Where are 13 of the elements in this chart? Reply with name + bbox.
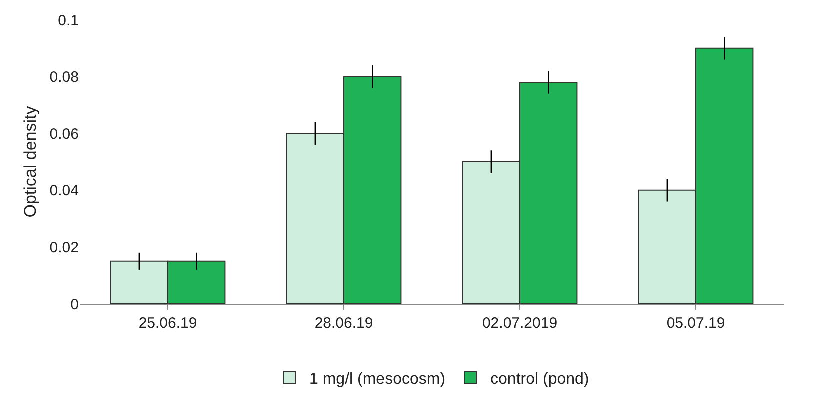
y-tick-label: 0.04: [50, 182, 79, 200]
x-tick-label: 05.07.19: [666, 315, 726, 332]
y-tick-label: 0: [70, 296, 79, 314]
y-tick-label: 0.06: [50, 126, 79, 143]
y-tick-label: 0.1: [58, 12, 79, 30]
x-tick-label: 25.06.19: [138, 315, 198, 332]
x-tick-label: 28.06.19: [314, 315, 374, 332]
y-axis-title: Optical density: [21, 106, 40, 218]
y-tick-label: 0.08: [50, 69, 79, 86]
x-tick-label: 02.07.2019: [482, 315, 558, 332]
y-tick-label: 0.02: [50, 239, 79, 256]
legend-label: control (pond): [490, 370, 590, 388]
legend-label: 1 mg/l (mesocosm): [310, 370, 446, 388]
